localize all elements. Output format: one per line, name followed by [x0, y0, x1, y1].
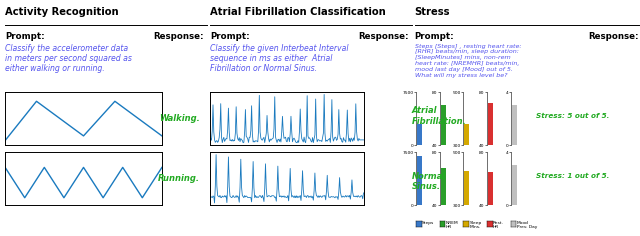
Bar — [417, 156, 422, 205]
Text: Stress: Stress — [415, 7, 450, 17]
Bar — [488, 103, 493, 145]
Text: Prompt:: Prompt: — [5, 32, 45, 41]
Text: Mood
Prev. Day: Mood Prev. Day — [516, 221, 537, 229]
Text: Rest.
HR: Rest. HR — [493, 221, 504, 229]
Text: Response:: Response: — [153, 32, 204, 41]
Text: Running.: Running. — [158, 174, 200, 183]
Text: Prompt:: Prompt: — [415, 32, 454, 41]
Text: Response:: Response: — [358, 32, 408, 41]
Text: Classify the given Interbeat Interval
sequence in ms as either  Atrial
Fibrillat: Classify the given Interbeat Interval se… — [210, 44, 348, 73]
Text: Steps [Steps] , resting heart rate:
[RHR] beats/min, sleep duration:
[SleepMinut: Steps [Steps] , resting heart rate: [RHR… — [415, 44, 521, 78]
Bar — [441, 105, 445, 145]
Text: Stress: 5 out of 5.: Stress: 5 out of 5. — [536, 113, 610, 119]
Bar — [465, 124, 469, 145]
Text: Atrial Fibrillation Classification: Atrial Fibrillation Classification — [210, 7, 386, 17]
Bar — [512, 165, 516, 205]
Text: Atrial
Fibrillation.: Atrial Fibrillation. — [412, 106, 467, 126]
Text: Prompt:: Prompt: — [210, 32, 250, 41]
Text: Normal
Sinus.: Normal Sinus. — [412, 172, 445, 191]
Text: Sleep
Mins.: Sleep Mins. — [469, 221, 481, 229]
Bar — [512, 105, 516, 145]
Bar — [488, 172, 493, 205]
Text: NREM
HR: NREM HR — [445, 221, 458, 229]
Text: Activity Recognition: Activity Recognition — [5, 7, 119, 17]
Text: Steps: Steps — [422, 221, 434, 225]
Bar — [441, 168, 445, 205]
Bar — [417, 124, 422, 145]
Text: Walking.: Walking. — [159, 114, 200, 123]
Text: Classify the accelerometer data
in meters per second squared as
either walking o: Classify the accelerometer data in meter… — [5, 44, 132, 73]
Bar — [465, 171, 469, 205]
Text: Stress: 1 out of 5.: Stress: 1 out of 5. — [536, 173, 610, 179]
Text: Response:: Response: — [588, 32, 639, 41]
